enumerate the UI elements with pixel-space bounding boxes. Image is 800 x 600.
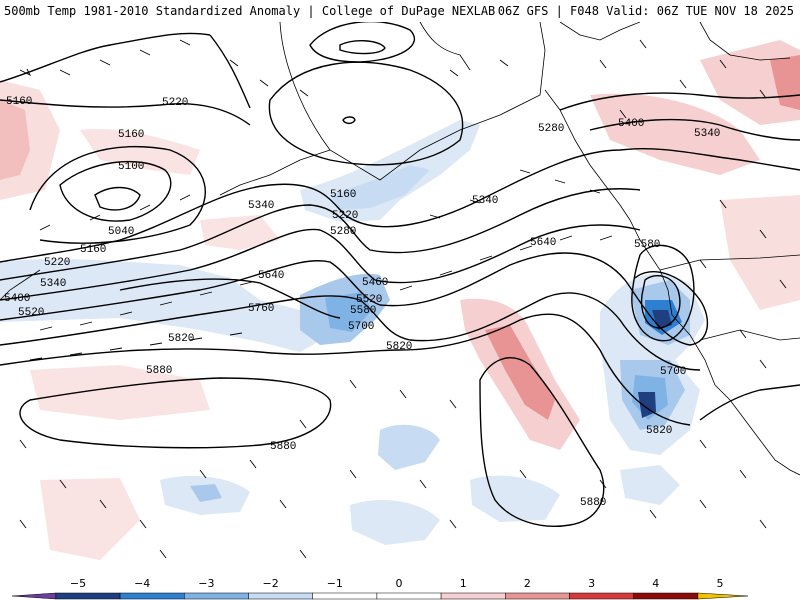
contour-label: 5700 (348, 321, 374, 333)
contour-label: 5280 (538, 123, 564, 135)
colorbar: −5 −4 −3 −2 −1 0 1 2 3 4 5 (0, 575, 800, 600)
contour-label: 5280 (330, 226, 356, 238)
contour-label: 5040 (108, 226, 134, 238)
contour-label: 5220 (332, 210, 358, 222)
colorbar-swatch (440, 592, 506, 600)
contour-label: 5160 (118, 129, 144, 141)
header: 500mb Temp 1981-2010 Standardized Anomal… (0, 0, 800, 22)
contour-label: 5160 (6, 96, 32, 108)
anomaly-map[interactable]: 5160 5220 5160 5100 5040 5160 5220 5340 … (0, 22, 800, 575)
colorbar-swatch (184, 592, 249, 600)
positive-anomaly-shading (0, 40, 800, 560)
contour-label: 5100 (118, 161, 144, 173)
colorbar-tick-label: −2 (262, 577, 278, 590)
colorbar-swatch (55, 592, 121, 600)
map-title: 500mb Temp 1981-2010 Standardized Anomal… (4, 4, 496, 18)
contour-label: 5640 (530, 237, 556, 249)
colorbar-tick-label: −5 (70, 577, 86, 590)
contour-label: 5880 (146, 365, 172, 377)
colorbar-tick-label: −1 (327, 577, 343, 590)
contour-label: 5160 (80, 244, 106, 256)
contour-label: 5820 (168, 333, 194, 345)
colorbar-swatch (697, 592, 748, 600)
contour-label: 5820 (386, 341, 412, 353)
contour-label: 5340 (40, 278, 66, 290)
model-run-valid-time: 06Z GFS | F048 Valid: 06Z TUE NOV 18 202… (497, 4, 794, 18)
contour-label: 5160 (330, 189, 356, 201)
contour-label: 5220 (162, 97, 188, 109)
colorbar-tick-label: 4 (652, 577, 659, 590)
contour-label: 5580 (350, 305, 376, 317)
colorbar-swatch (633, 592, 699, 600)
contour-label: 5340 (694, 128, 720, 140)
colorbar-swatch (505, 592, 570, 600)
height-contours (0, 22, 800, 527)
contour-label: 5640 (258, 270, 284, 282)
contour-label: 5400 (4, 293, 30, 305)
colorbar-swatch (569, 592, 634, 600)
colorbar-tick-label: −3 (198, 577, 214, 590)
colorbar-swatch (248, 592, 313, 600)
contour-label: 5700 (660, 366, 686, 378)
contour-label: 5520 (356, 294, 382, 306)
colorbar-swatches (11, 592, 748, 600)
colorbar-tick-label: 1 (460, 577, 467, 590)
contour-label: 5580 (634, 239, 660, 251)
contour-label: 5400 (618, 118, 644, 130)
colorbar-ticks: −5 −4 −3 −2 −1 0 1 2 3 4 5 (70, 577, 724, 590)
colorbar-tick-label: 5 (717, 577, 724, 590)
contour-label: 5880 (270, 441, 296, 453)
contour-label: 5220 (44, 257, 70, 269)
contour-label: 5820 (646, 425, 672, 437)
colorbar-tick-label: 2 (524, 577, 531, 590)
colorbar-tick-label: −4 (134, 577, 150, 590)
colorbar-swatch (376, 592, 442, 600)
wind-barbs (19, 39, 787, 559)
map-svg: 5160 5220 5160 5100 5040 5160 5220 5340 … (0, 22, 800, 560)
colorbar-tick-label: 3 (588, 577, 595, 590)
colorbar-tick-label: 0 (396, 577, 403, 590)
contour-label: 5460 (362, 277, 388, 289)
colorbar-svg: −5 −4 −3 −2 −1 0 1 2 3 4 5 (11, 577, 748, 600)
coastlines (0, 22, 800, 476)
colorbar-swatch (312, 592, 378, 600)
contour-label: 5880 (580, 497, 606, 509)
contour-labels: 5160 5220 5160 5100 5040 5160 5220 5340 … (4, 96, 720, 509)
contour-label: 5760 (248, 303, 274, 315)
contour-label: 5340 (248, 200, 274, 212)
colorbar-swatch (11, 592, 57, 600)
contour-label: 5340 (472, 195, 498, 207)
contour-label: 5520 (18, 307, 44, 319)
colorbar-swatch (119, 592, 185, 600)
